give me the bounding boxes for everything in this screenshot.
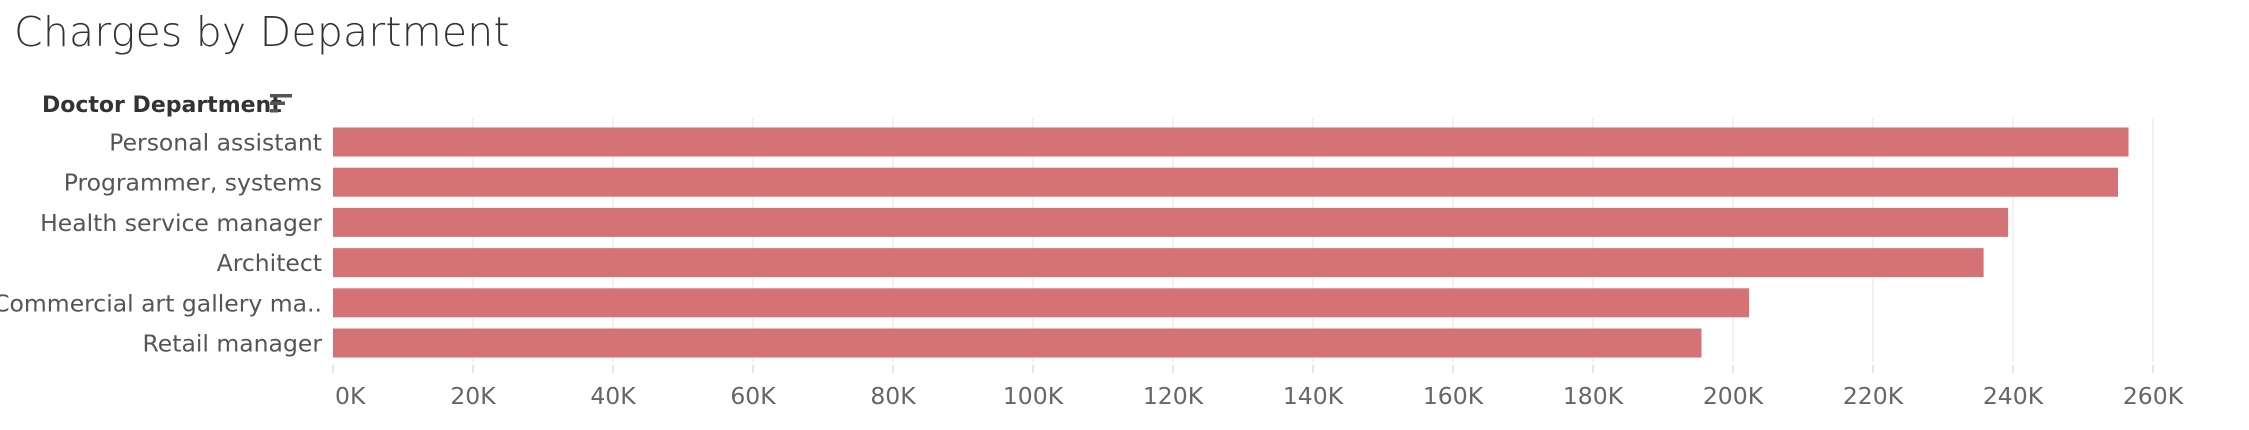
sort-descending-icon[interactable]: [270, 94, 292, 113]
x-tick-label: 220K: [1843, 382, 1904, 410]
category-header-label: Doctor Department: [42, 93, 282, 118]
x-tick-label: 40K: [590, 382, 636, 410]
x-tick-label: 200K: [1703, 382, 1764, 410]
category-label: Programmer, systems: [64, 169, 322, 197]
x-tick-label: 100K: [1003, 382, 1064, 410]
x-tick-label: 160K: [1423, 382, 1484, 410]
x-tick-label: 260K: [2123, 382, 2184, 410]
category-axis-header: Doctor Department: [42, 93, 292, 118]
x-axis: 0K 20K 40K 60K 80K 100K 120K 140K 160K 180K 200K 22…: [332, 365, 2184, 410]
category-label: Commercial art gallery ma..: [0, 289, 322, 317]
x-tick-label: 20K: [450, 382, 496, 410]
category-labels: Personal assistant Programmer, systems Hea…: [0, 129, 322, 358]
bar[interactable]: [333, 248, 1984, 278]
bar[interactable]: [333, 288, 1750, 318]
x-tick-label: 240K: [1983, 382, 2044, 410]
category-label: Architect: [217, 249, 322, 277]
category-label: Retail manager: [143, 330, 323, 358]
x-tick-label: 180K: [1563, 382, 1624, 410]
x-tick-label: 140K: [1283, 382, 1344, 410]
grid-lines: [472, 118, 2154, 362]
category-label: Personal assistant: [109, 129, 322, 157]
chart-title: Charges by Department: [14, 8, 510, 56]
bars: [333, 127, 2129, 358]
bar[interactable]: [333, 167, 2118, 197]
bar[interactable]: [333, 328, 1702, 358]
x-tick-label: 80K: [870, 382, 916, 410]
bar[interactable]: [333, 127, 2129, 157]
bar[interactable]: [333, 207, 2009, 237]
x-tick-label: 120K: [1143, 382, 1204, 410]
x-tick-label: 60K: [730, 382, 776, 410]
category-label: Health service manager: [40, 209, 322, 237]
x-tick-label: 0K: [335, 382, 366, 410]
